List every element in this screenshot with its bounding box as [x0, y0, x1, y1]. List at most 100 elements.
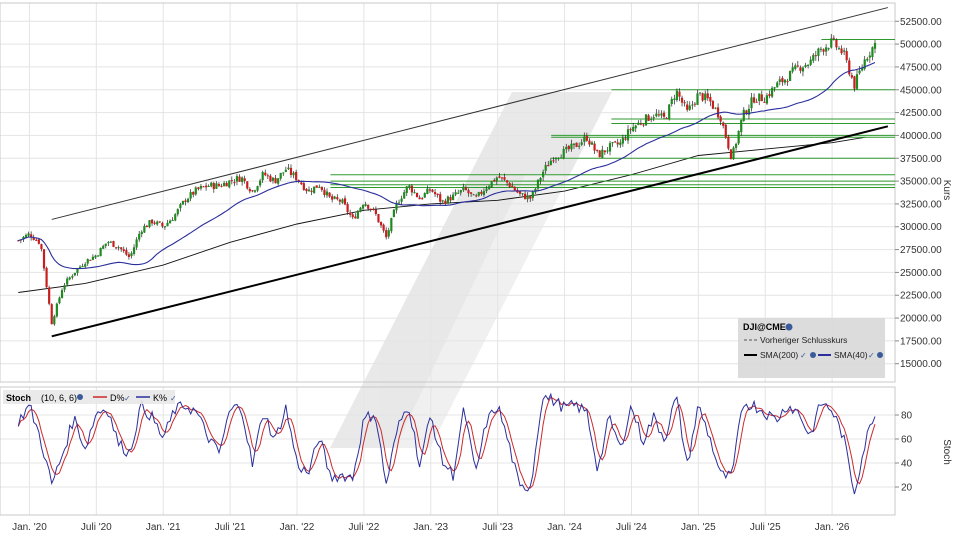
- candle-body: [680, 97, 684, 103]
- candle-body: [601, 149, 604, 158]
- candle-body: [42, 249, 46, 269]
- x-tick-label: Juli '25: [750, 522, 781, 533]
- y-tick-label: 50000.00: [900, 40, 942, 51]
- candle-body: [439, 194, 442, 202]
- candle-body: [711, 101, 715, 109]
- candle-body: [279, 172, 282, 179]
- candle-body: [572, 143, 576, 145]
- candle-body: [614, 141, 617, 143]
- candle-body: [199, 186, 203, 189]
- candle-body: [531, 191, 534, 198]
- candle-body: [668, 104, 671, 120]
- x-tick-label: Jan. '22: [280, 522, 315, 533]
- y-tick-label: 25000.00: [900, 268, 942, 279]
- candle-body: [567, 145, 570, 150]
- candle-body: [657, 114, 660, 116]
- candle-body: [328, 192, 331, 197]
- candle-body: [593, 143, 596, 151]
- candle-body: [642, 124, 645, 126]
- stoch-legend-background: [3, 390, 175, 404]
- candle-body: [554, 157, 558, 160]
- check-icon[interactable]: ✓: [124, 394, 131, 403]
- candle-body: [652, 117, 655, 119]
- candle-body: [585, 135, 588, 141]
- candle-body: [217, 184, 221, 186]
- candle-body: [53, 316, 56, 325]
- candle-body: [629, 129, 632, 131]
- info-icon[interactable]: [77, 394, 83, 400]
- check-icon[interactable]: ✓: [868, 351, 875, 360]
- candle-body: [302, 183, 305, 190]
- info-icon[interactable]: [810, 352, 816, 358]
- candle-body: [423, 193, 426, 198]
- candle-body: [104, 243, 107, 247]
- candle-body: [436, 193, 439, 196]
- candle-body: [197, 187, 200, 190]
- candle-body: [794, 65, 797, 69]
- candle-body: [575, 142, 578, 147]
- candle-body: [60, 290, 64, 299]
- candle-body: [588, 140, 591, 145]
- candle-body: [451, 194, 455, 200]
- candle-body: [742, 109, 745, 121]
- time-x-axis: Jan. '20 Juli '20 Jan. '21 Juli '21 Jan. '22…: [12, 522, 850, 533]
- candle-body: [385, 230, 388, 238]
- candle-body: [866, 58, 869, 61]
- candle-body: [223, 182, 226, 187]
- candle-body: [336, 197, 339, 200]
- candle-body: [709, 97, 712, 102]
- candle-body: [120, 247, 123, 250]
- candle-body: [377, 214, 380, 223]
- candle-body: [426, 188, 429, 194]
- check-icon[interactable]: ✓: [800, 351, 807, 360]
- candle-body: [825, 47, 828, 52]
- candle-body: [603, 150, 606, 153]
- y-tick-label: 27500.00: [900, 245, 942, 256]
- candle-body: [758, 93, 761, 102]
- candle-body: [724, 124, 727, 138]
- candle-body: [266, 175, 269, 177]
- candle-body: [480, 191, 483, 195]
- candle-body: [819, 48, 823, 50]
- candle-body: [750, 97, 753, 109]
- info-icon[interactable]: [877, 352, 883, 358]
- legend-symbol: DJI@CME: [743, 322, 786, 332]
- candle-body: [338, 199, 341, 202]
- candle-body: [727, 136, 730, 149]
- candle-body: [778, 79, 781, 82]
- candle-body: [408, 185, 411, 188]
- info-icon[interactable]: [785, 323, 793, 331]
- candle-body: [186, 198, 190, 203]
- candle-body: [737, 130, 740, 144]
- candle-body: [282, 172, 285, 174]
- candle-body: [678, 91, 681, 97]
- candle-body: [804, 64, 807, 67]
- candle-body: [271, 177, 275, 181]
- candle-body: [207, 186, 210, 188]
- candle-body: [30, 234, 33, 238]
- y-tick-label: 42500.00: [900, 108, 942, 119]
- x-tick-label: Jan. '23: [413, 522, 448, 533]
- stoch-k-line: [17, 392, 876, 495]
- candle-body: [248, 189, 251, 192]
- candle-body: [861, 67, 864, 71]
- candle-body: [583, 136, 586, 142]
- candle-body: [89, 259, 92, 261]
- candle-body: [837, 48, 841, 50]
- check-icon[interactable]: ✓: [170, 394, 177, 403]
- candle-body: [76, 268, 79, 273]
- candle-body: [150, 219, 154, 224]
- candle-body: [817, 48, 820, 56]
- candle-body: [459, 190, 462, 193]
- candle-body: [372, 208, 375, 210]
- candle-body: [132, 247, 136, 254]
- candle-body: [457, 192, 460, 194]
- candle-body: [305, 188, 308, 192]
- candle-body: [37, 239, 40, 244]
- candle-body: [400, 198, 403, 202]
- candle-body: [431, 189, 434, 192]
- candle-body: [863, 59, 866, 69]
- candle-body: [544, 165, 547, 171]
- candle-body: [637, 122, 640, 125]
- candle-body: [814, 55, 817, 57]
